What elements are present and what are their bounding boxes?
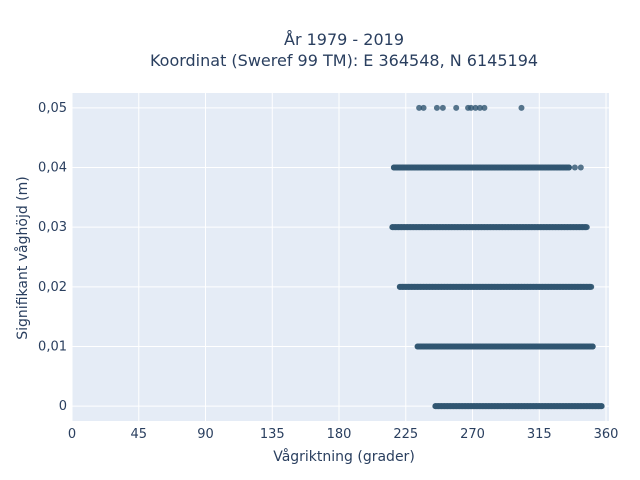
data-point <box>589 343 596 350</box>
y-tick-label: 0,05 <box>38 101 67 116</box>
y-axis-ticks: 0 0,01 0,02 0,03 0,04 0,05 <box>38 101 67 414</box>
point-band <box>390 164 572 171</box>
data-point <box>586 283 593 290</box>
x-tick-label: 315 <box>527 427 552 442</box>
x-axis-label: Vågriktning (grader) <box>273 448 415 465</box>
data-point <box>582 224 589 231</box>
point-band <box>396 283 595 290</box>
y-tick-label: 0,01 <box>38 339 67 354</box>
data-point <box>453 104 460 111</box>
data-points <box>389 104 605 410</box>
data-point <box>472 104 479 111</box>
data-point <box>598 403 605 410</box>
y-tick-label: 0 <box>59 399 67 414</box>
y-tick-label: 0,04 <box>38 161 67 176</box>
data-point <box>439 104 446 111</box>
chart-subtitle: Koordinat (Sweref 99 TM): E 364548, N 61… <box>150 51 538 70</box>
x-tick-label: 0 <box>68 427 76 442</box>
data-point <box>577 164 584 171</box>
data-point <box>416 104 423 111</box>
point-band <box>414 343 596 350</box>
data-point <box>420 104 427 111</box>
data-point <box>481 104 488 111</box>
x-axis-ticks: 0 45 90 135 180 225 270 315 360 <box>68 427 619 442</box>
data-point <box>565 164 572 171</box>
x-tick-label: 225 <box>393 427 418 442</box>
x-tick-label: 180 <box>327 427 352 442</box>
x-tick-label: 360 <box>594 427 619 442</box>
data-point <box>468 104 475 111</box>
x-tick-label: 90 <box>197 427 214 442</box>
plot-background <box>72 93 609 421</box>
data-point <box>476 104 483 111</box>
data-point <box>571 164 578 171</box>
y-tick-label: 0,03 <box>38 220 67 235</box>
x-tick-label: 135 <box>260 427 285 442</box>
x-tick-label: 45 <box>130 427 147 442</box>
data-point <box>518 104 525 111</box>
y-tick-label: 0,02 <box>38 280 67 295</box>
data-point <box>433 104 440 111</box>
chart-title: År 1979 - 2019 <box>284 30 404 49</box>
point-band <box>432 403 605 410</box>
point-band <box>389 224 590 231</box>
x-tick-label: 270 <box>460 427 485 442</box>
y-axis-label: Signifikant våghöjd (m) <box>14 176 31 339</box>
